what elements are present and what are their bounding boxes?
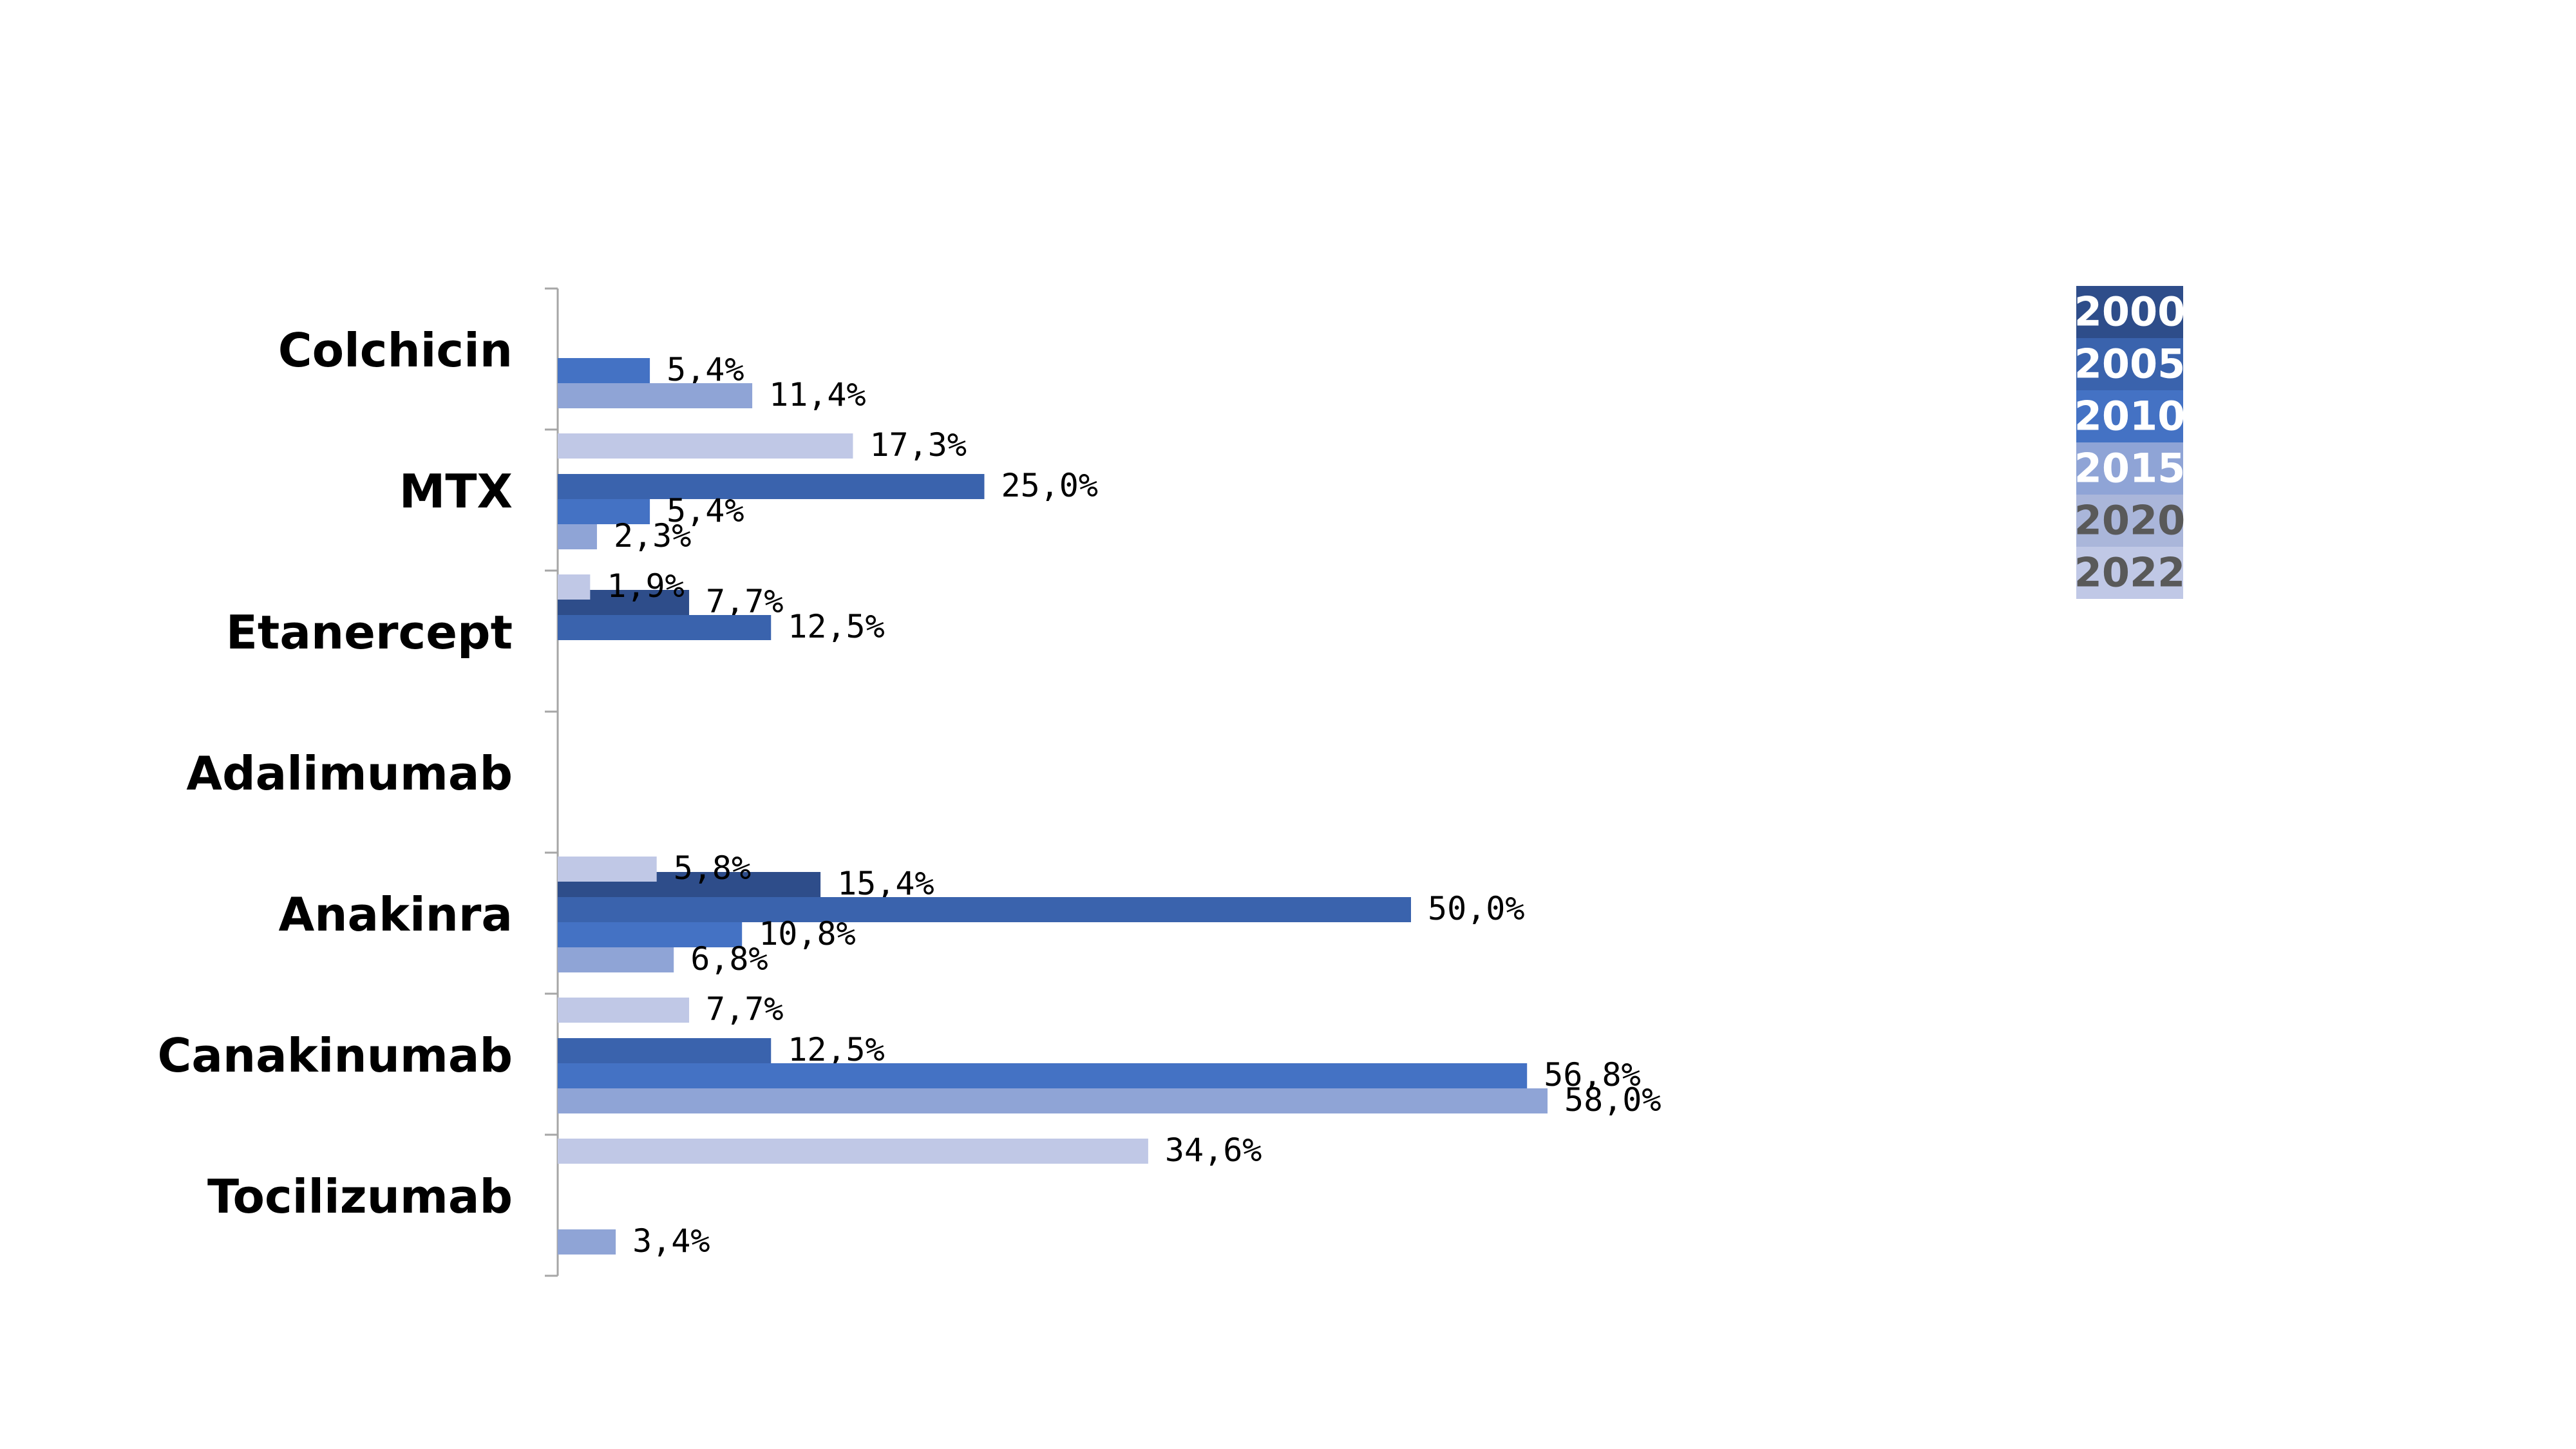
bar-2022 [558, 857, 657, 882]
category-label: Canakinumab [158, 1028, 513, 1083]
bar-2022 [558, 1139, 1148, 1164]
bar-2005 [558, 1038, 772, 1063]
legend-swatch [2076, 495, 2183, 547]
data-label: 12,5% [788, 608, 885, 645]
bar-2010 [558, 358, 650, 383]
bar-2022 [558, 998, 690, 1023]
legend-label: 2010 [2074, 393, 2186, 440]
category-label: Adalimumab [186, 746, 513, 800]
bar-2022 [558, 433, 853, 459]
data-label: 7,7% [706, 583, 783, 620]
data-label: 58,0% [1564, 1081, 1662, 1119]
legend: 2000 2005 2010 2015 2020 2022 [2074, 286, 2186, 599]
data-label: 11,4% [769, 376, 866, 413]
data-label: 3,4% [632, 1222, 710, 1260]
category-label: Anakinra [279, 887, 513, 942]
legend-swatch [2076, 442, 2183, 495]
legend-swatch [2076, 547, 2183, 599]
bar-2010 [558, 922, 743, 947]
data-label: 10,8% [759, 915, 856, 952]
data-label: 12,5% [788, 1031, 885, 1068]
category-label: MTX [399, 464, 513, 518]
bar-2005 [558, 897, 1411, 922]
bar-2015 [558, 947, 674, 972]
legend-label: 2022 [2074, 549, 2186, 596]
data-label: 5,8% [674, 849, 751, 887]
category-label: Tocilizumab [207, 1170, 513, 1224]
data-label: 5,4% [667, 351, 744, 388]
data-label: 1,9% [607, 567, 684, 605]
data-label: 56,8% [1544, 1056, 1641, 1094]
data-label: 25,0% [1001, 467, 1099, 504]
legend-swatch [2076, 286, 2183, 338]
bar-2022 [558, 574, 591, 600]
legend-label: 2020 [2074, 497, 2186, 544]
legend-swatch [2076, 338, 2183, 390]
bar-2015 [558, 524, 597, 549]
bar-2005 [558, 615, 772, 640]
data-label: 15,4% [837, 865, 934, 902]
data-label: 50,0% [1428, 890, 1525, 927]
data-label: 17,3% [869, 426, 967, 464]
legend-label: 2005 [2074, 341, 2186, 388]
data-label: 5,4% [667, 492, 744, 529]
bar-2015 [558, 383, 753, 408]
plot-area: Colchicin MTX Etanercept Adalimumab Anakinra… [158, 287, 1662, 1277]
bar-2015 [558, 1088, 1548, 1113]
data-label: 2,3% [614, 517, 691, 554]
category-label: Etanercept [226, 605, 513, 659]
legend-label: 2000 [2074, 289, 2186, 336]
legend-label: 2015 [2074, 445, 2186, 492]
data-label: 6,8% [690, 940, 768, 978]
bar-2005 [558, 474, 985, 499]
bar-2010 [558, 499, 650, 524]
data-label: 34,6% [1165, 1132, 1262, 1169]
data-label: 7,7% [706, 990, 783, 1028]
category-label: Colchicin [278, 323, 513, 377]
legend-swatch [2076, 390, 2183, 442]
bar-2015 [558, 1229, 616, 1255]
bar-2010 [558, 1063, 1528, 1088]
